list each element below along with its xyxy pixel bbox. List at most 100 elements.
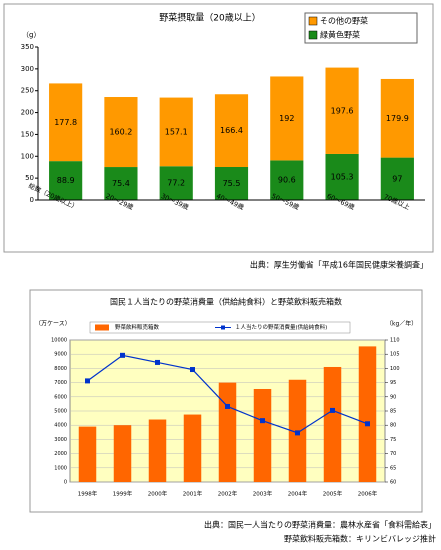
bar-segment xyxy=(214,166,249,200)
source: 出典：厚生労働省「平成16年国民健康栄養調査」 xyxy=(250,260,428,270)
y2-tick-label: 70 xyxy=(390,451,396,457)
bar xyxy=(253,388,272,482)
data-label: 179.9 xyxy=(386,114,409,123)
x-tick-label: 2003年 xyxy=(253,490,273,498)
bar-segment xyxy=(380,157,414,200)
y-tick-label: 4000 xyxy=(54,423,67,429)
y2-tick-label: 95 xyxy=(390,380,396,386)
y-tick-label: 7000 xyxy=(54,380,67,386)
y-tick-label: 5000 xyxy=(54,409,67,415)
data-label: 160.2 xyxy=(109,128,132,137)
bar xyxy=(183,414,202,482)
y-axis-label: （g） xyxy=(22,31,40,39)
data-label: 88.9 xyxy=(57,176,75,185)
line-marker xyxy=(295,430,300,436)
line-marker xyxy=(225,403,230,409)
y2-tick-label: 60 xyxy=(390,480,396,486)
legend-swatch xyxy=(308,16,318,26)
bar-segment xyxy=(159,166,193,200)
y-tick-label: 2000 xyxy=(54,451,67,457)
bar xyxy=(218,382,237,482)
y2-tick-label: 100 xyxy=(390,366,400,372)
y2-tick-label: 110 xyxy=(390,338,400,344)
y-tick-label: 6000 xyxy=(54,394,67,400)
bar-segment xyxy=(104,97,138,168)
chart-title: 国民１人当たりの野菜消費量（供給純食料）と野菜飲料販売箱数 xyxy=(110,297,342,307)
x-tick-label: 2001年 xyxy=(183,490,203,498)
line-marker xyxy=(260,418,265,424)
y2-tick-label: 105 xyxy=(390,352,400,358)
y2-axis-label: （kg／年） xyxy=(386,320,417,328)
bar xyxy=(78,426,97,482)
y2-tick-label: 80 xyxy=(390,423,396,429)
data-label: 90.6 xyxy=(278,176,296,185)
data-label: 105.3 xyxy=(331,172,354,181)
data-label: 166.4 xyxy=(220,126,243,135)
chart-title: 野菜摂取量（20歳以上） xyxy=(159,12,260,24)
line-marker xyxy=(190,367,195,373)
bar xyxy=(113,425,132,482)
data-label: 177.8 xyxy=(54,118,77,127)
y2-tick-label: 90 xyxy=(390,394,396,400)
data-label: 197.6 xyxy=(331,106,354,115)
y-tick-label: 250 xyxy=(21,87,34,95)
y2-tick-label: 75 xyxy=(390,437,396,443)
y-tick-label: 100 xyxy=(21,152,34,160)
line-marker xyxy=(120,352,125,358)
legend-swatch xyxy=(95,324,109,331)
x-tick-label: 2006年 xyxy=(358,490,378,498)
source: 野菜飲料販売箱数：キリンビバレッジ推計 xyxy=(284,534,436,544)
bar xyxy=(323,366,342,482)
bar-segment xyxy=(270,160,304,200)
y-tick-label: 200 xyxy=(21,109,34,117)
y-tick-label: 8000 xyxy=(54,366,67,372)
bar-segment xyxy=(104,167,138,200)
y2-tick-label: 85 xyxy=(390,409,396,415)
bar xyxy=(358,346,377,482)
x-tick-label: 1998年 xyxy=(78,490,98,498)
data-label: 77.2 xyxy=(167,179,185,188)
y-tick-label: 300 xyxy=(21,65,34,73)
x-tick-label: 2000年 xyxy=(148,490,168,498)
y-tick-label: 0 xyxy=(30,196,34,204)
legend-label: 野菜飲料販売箱数 xyxy=(115,323,160,331)
legend-box xyxy=(304,12,418,44)
y-tick-label: 350 xyxy=(21,43,34,51)
legend-label: １人当たりの野菜消費量(供給純食料) xyxy=(235,323,327,331)
line-marker xyxy=(155,359,160,365)
source: 出典：国民一人当たりの野菜消費量：農林水産省「食料需給表」 xyxy=(204,520,436,530)
line-marker xyxy=(330,407,335,413)
bar xyxy=(148,419,167,482)
bar-segment xyxy=(325,67,359,154)
y-tick-label: 9000 xyxy=(54,352,67,358)
legend-marker xyxy=(221,325,225,330)
legend-label: 緑黄色野菜 xyxy=(320,30,360,40)
bar-segment xyxy=(49,83,83,162)
data-label: 192 xyxy=(279,114,294,123)
legend-label: その他の野菜 xyxy=(320,16,368,26)
data-label: 157.1 xyxy=(165,127,188,136)
x-tick-label: 2004年 xyxy=(288,490,308,498)
bar-segment xyxy=(159,97,193,167)
data-label: 97 xyxy=(392,174,402,183)
y-tick-label: 3000 xyxy=(54,437,67,443)
bar-segment xyxy=(325,153,359,200)
bar-segment xyxy=(214,94,249,167)
data-label: 75.5 xyxy=(223,179,241,188)
y-tick-label: 50 xyxy=(25,174,34,182)
y-axis-label: （万ケース） xyxy=(35,321,71,328)
bar-segment xyxy=(49,161,83,200)
y2-tick-label: 65 xyxy=(390,465,396,471)
legend-swatch xyxy=(308,30,318,40)
data-label: 75.4 xyxy=(112,179,130,188)
line-marker xyxy=(365,421,370,427)
x-tick-label: 2002年 xyxy=(218,490,238,498)
bar-segment xyxy=(270,76,304,161)
x-tick-label: 1999年 xyxy=(113,490,133,498)
bar-segment xyxy=(380,78,414,158)
y-tick-label: 1000 xyxy=(54,465,67,471)
line-marker xyxy=(85,378,90,384)
y-tick-label: 10000 xyxy=(51,338,67,344)
x-tick-label: 2005年 xyxy=(323,490,343,498)
